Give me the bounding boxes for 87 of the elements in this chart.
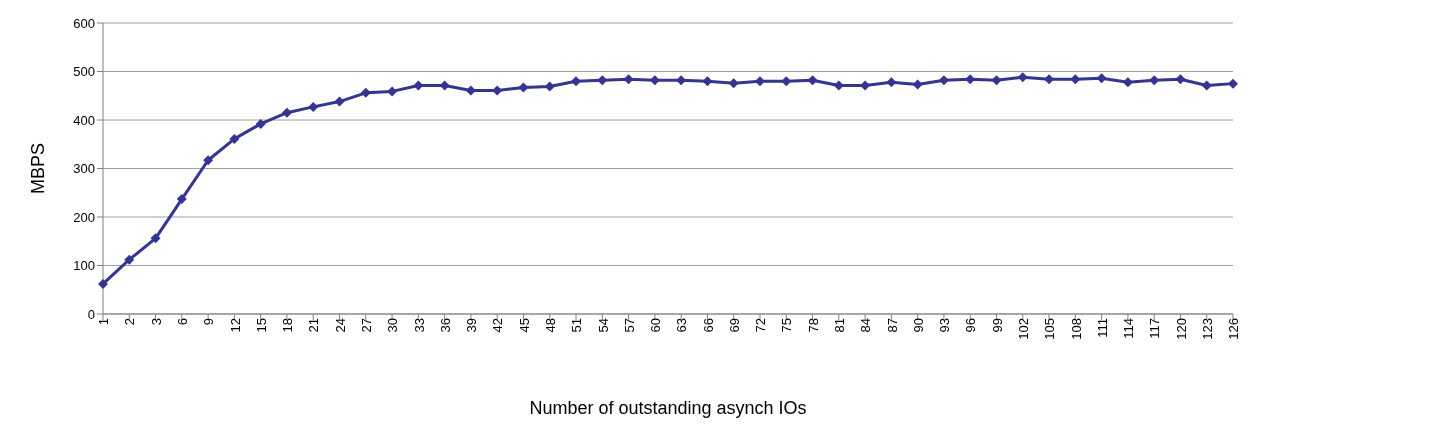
point [124,254,135,265]
x-tick-label: 45 [516,318,532,333]
y-tick-label: 200 [73,209,95,225]
y-tick-label: 100 [73,258,95,274]
x-tick-label: 57 [621,318,637,333]
x-tick-label: 18 [280,318,296,333]
x-tick-label: 15 [253,318,269,333]
x-tick-label: 21 [306,318,322,333]
point [1228,78,1238,89]
x-tick-label: 84 [858,318,874,333]
point [544,81,555,92]
x-tick-label: 117 [1147,318,1163,339]
point [229,133,240,144]
point [308,101,319,112]
point [1017,72,1028,83]
x-tick-label: 48 [542,318,558,333]
x-tick-label: 114 [1121,318,1137,339]
point [518,82,529,93]
x-tick-label: 99 [989,318,1005,333]
point [334,96,345,107]
x-axis-title: Number of outstanding asynch IOs [529,398,807,418]
x-tick-label: 63 [674,318,690,333]
point [255,118,266,129]
x-tick-label: 60 [648,318,664,333]
y-tick-label: 600 [73,15,95,31]
x-tick-label: 42 [490,318,506,333]
x-tick-label: 96 [963,318,979,333]
point [1201,80,1212,91]
point [728,78,739,89]
point [912,79,923,90]
point [597,75,608,86]
x-tick-label: 66 [700,318,716,333]
point [649,75,660,86]
x-tick-label: 81 [832,318,848,333]
x-tick-label: 27 [359,318,375,333]
point [860,80,871,91]
x-tick-label: 120 [1173,318,1189,340]
point [281,107,292,118]
point [360,87,371,98]
x-tick-label: 51 [569,318,585,333]
x-tick-label: 54 [595,318,611,333]
point [991,75,1002,86]
x-tick-label: 24 [332,318,348,333]
x-tick-label: 105 [1042,318,1058,340]
point [886,77,897,88]
point [781,76,792,87]
point [150,233,161,244]
x-tick-label: 78 [805,318,821,333]
point [98,278,108,289]
y-tick-label: 300 [73,161,95,177]
point [833,80,844,91]
x-tick-label: 75 [779,318,795,333]
x-tick-label: 93 [937,318,953,333]
x-tick-label: 90 [910,318,926,333]
x-tick-label: 6 [175,318,191,326]
point [1175,74,1186,85]
x-tick-label: 87 [884,318,900,333]
y-tick-label: 400 [73,112,95,128]
x-tick-label: 33 [411,318,427,333]
x-tick-label: 102 [1016,318,1031,340]
y-tick-label: 0 [87,306,95,322]
point [1070,74,1081,85]
x-tick-label: 123 [1199,318,1215,340]
point [465,85,476,96]
y-tick-label: 500 [73,64,95,80]
x-tick-label: 69 [726,318,742,333]
x-tick-label: 2 [122,318,138,326]
x-tick-label: 108 [1068,318,1084,340]
y-axis-title: MBPS [28,142,49,195]
point [203,155,214,166]
x-tick-label: 1 [96,318,112,326]
x-tick-label: 9 [201,318,217,326]
point [938,75,949,86]
point [1149,75,1160,86]
point [1122,77,1133,88]
x-tick-label: 72 [753,318,769,333]
x-tick-label: 3 [148,318,164,326]
x-tick-label: 30 [385,318,401,333]
x-tick-label: 12 [227,318,243,333]
point [387,86,398,97]
x-tick-label: 36 [437,318,453,333]
point [492,85,503,96]
point [176,194,187,205]
point [702,76,713,87]
x-tick-label: 126 [1226,318,1242,340]
x-tick-label: 111 [1094,318,1110,338]
x-tick-label: 39 [464,318,480,333]
